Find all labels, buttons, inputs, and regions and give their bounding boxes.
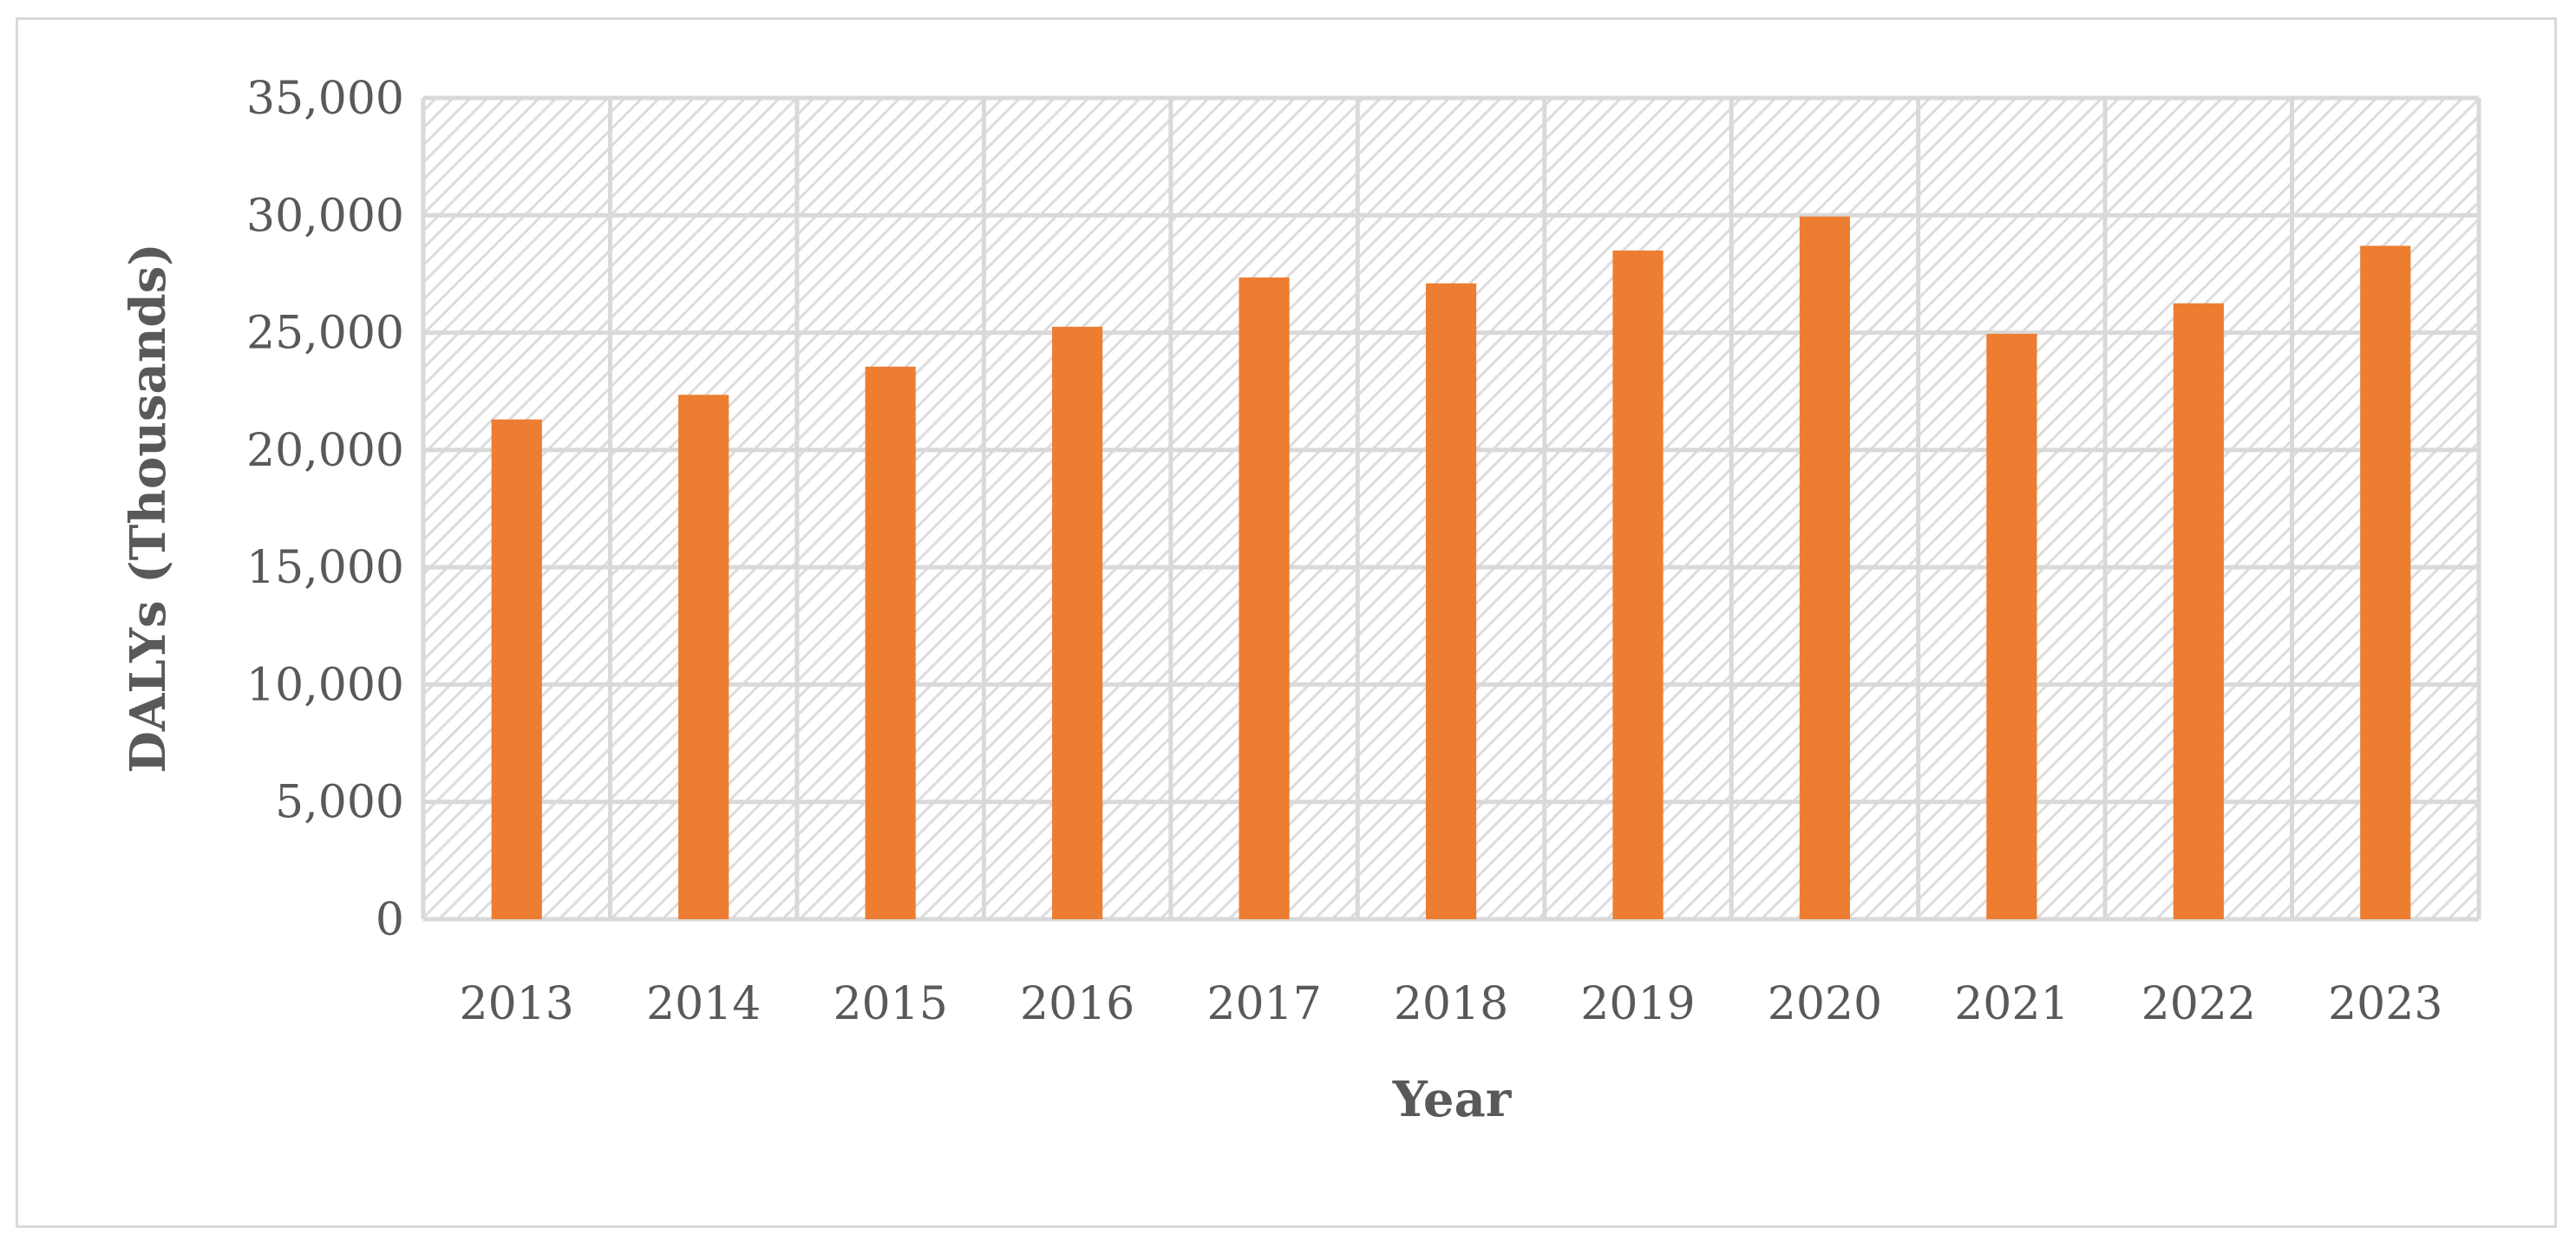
x-tick-label: 2016: [1020, 978, 1134, 1030]
y-tick-label: 25,000: [246, 308, 404, 360]
x-tick-label: 2020: [1768, 978, 1882, 1030]
y-tick-label: 15,000: [246, 542, 404, 594]
x-tick-label: 2022: [2141, 978, 2256, 1030]
y-tick-label: 20,000: [246, 425, 404, 477]
bar-2021: [1986, 333, 2037, 919]
x-tick-label: 2015: [833, 978, 947, 1030]
x-tick-label: 2014: [646, 978, 761, 1030]
bar-2015: [865, 366, 916, 919]
x-tick-labels: 2013 2014 2015 2016 2017 2018 2019 2020 2021 2022…: [460, 978, 2443, 1030]
x-tick-label: 2023: [2328, 978, 2442, 1030]
y-axis-title: DALYs (Thousands): [120, 243, 177, 773]
bars: [491, 216, 2411, 920]
y-tick-label: 30,000: [246, 190, 404, 242]
bar-2020: [1799, 216, 1850, 920]
y-tick-label: 10,000: [246, 659, 404, 711]
bar-2014: [678, 395, 729, 920]
y-tick-labels: 0 5,000 10,000 15,000 20,000 25,000 30,000 35,0…: [246, 73, 404, 946]
x-tick-label: 2021: [1954, 978, 2069, 1030]
bar-2023: [2360, 245, 2411, 920]
bar-2019: [1612, 250, 1664, 919]
y-tick-label: 35,000: [246, 73, 404, 125]
x-tick-label: 2013: [460, 978, 574, 1030]
x-axis-title: Year: [1392, 1071, 1513, 1128]
x-tick-label: 2017: [1206, 978, 1321, 1030]
y-tick-label: 0: [376, 894, 404, 946]
bar-2017: [1239, 277, 1290, 919]
y-tick-label: 5,000: [275, 777, 404, 829]
bar-2022: [2173, 303, 2224, 919]
bar-2018: [1425, 283, 1477, 919]
x-tick-label: 2019: [1580, 978, 1695, 1030]
x-tick-label: 2018: [1394, 978, 1508, 1030]
bar-2013: [491, 419, 542, 919]
bar-2016: [1052, 326, 1103, 919]
